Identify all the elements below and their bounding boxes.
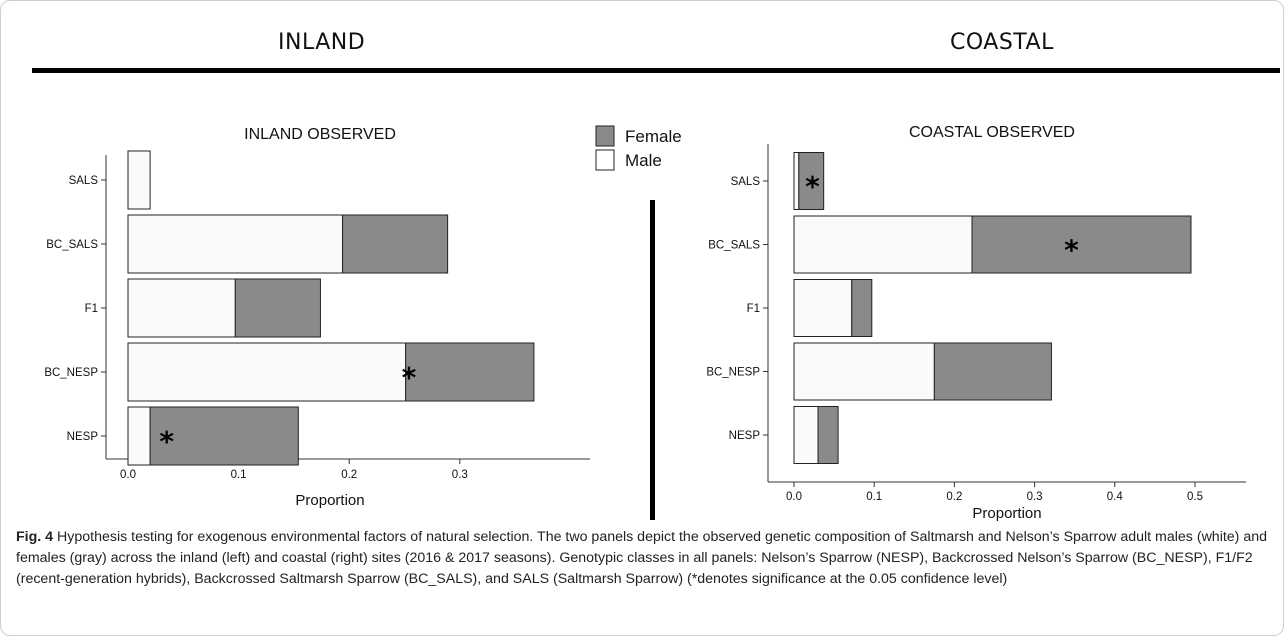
panel-divider [650,200,655,520]
legend-label-male: Male [625,151,662,170]
inland-bar-female [234,278,321,338]
coastal-bar-male [793,215,973,274]
coastal-x-axis-label: Proportion [972,505,1041,522]
inland-x-tick-label: 0.0 [120,469,136,481]
inland-x-tick-label: 0.3 [452,469,468,481]
coastal-x-tick-label: 0.3 [1027,491,1043,503]
coastal-category-label: NESP [729,430,761,442]
coastal-bar-male [793,279,853,337]
coastal-bar-male [793,342,935,401]
inland-bar-male [127,406,151,466]
legend: Female Male [595,125,682,171]
coastal-x-tick-label: 0.1 [866,491,882,503]
coastal-bar-male [793,406,819,464]
legend-swatch-female [595,125,615,147]
coastal-x-tick-label: 0.5 [1187,491,1203,503]
inland-panel: INLAND OBSERVED Proportion 0.0 0.1 0.2 0.3 S… [44,126,590,509]
inland-significance-marker: * [159,425,174,458]
inland-bar-female [342,214,449,274]
coastal-bar-female [933,342,1052,401]
caption-label: Fig. 4 [16,529,54,545]
coastal-category-label: SALS [731,176,761,188]
coastal-category-label: F1 [747,303,760,315]
legend-swatch-male [595,149,615,171]
coastal-bar-female [798,152,825,210]
coastal-bar-female [817,406,839,464]
caption-text: Hypothesis testing for exogenous environ… [16,529,1268,587]
inland-category-label: F1 [85,303,98,315]
inland-bar-female [405,342,535,402]
coastal-chart-title: COASTAL OBSERVED [909,124,1075,141]
inland-category-label: BC_NESP [44,367,98,379]
inland-category-label: BC_SALS [46,239,98,251]
inland-x-axis-label: Proportion [295,492,364,509]
inland-chart-title: INLAND OBSERVED [244,126,396,143]
inland-bar-male [127,278,236,338]
coastal-header: COASTAL [950,30,1054,55]
inland-category-label: SALS [69,175,99,187]
legend-label-female: Female [625,127,682,146]
coastal-category-label: BC_NESP [706,367,760,379]
coastal-x-tick-label: 0.4 [1107,491,1124,503]
inland-header: INLAND [278,30,366,55]
inland-x-tick-label: 0.1 [231,469,247,481]
coastal-significance-marker: * [1064,234,1079,267]
inland-bar-female [149,406,299,466]
figure-caption: Fig. 4 Hypothesis testing for exogenous … [16,527,1271,590]
inland-x-tick-label: 0.2 [341,469,357,481]
inland-bar-male [127,214,344,274]
header-rule [32,68,1280,73]
coastal-bar-female [971,215,1192,274]
coastal-x-tick-label: 0.0 [786,491,802,503]
inland-bar-male [127,150,151,210]
coastal-panel: COASTAL OBSERVED Proportion 0.0 0.1 0.2 0.3… [706,124,1246,522]
coastal-significance-marker: * [805,170,820,203]
inland-significance-marker: * [402,361,417,394]
coastal-bar-female [851,279,873,337]
inland-category-label: NESP [67,431,99,443]
coastal-bar-male [793,152,800,210]
coastal-category-label: BC_SALS [708,240,760,252]
coastal-x-tick-label: 0.2 [946,491,962,503]
inland-bar-male [127,342,407,402]
